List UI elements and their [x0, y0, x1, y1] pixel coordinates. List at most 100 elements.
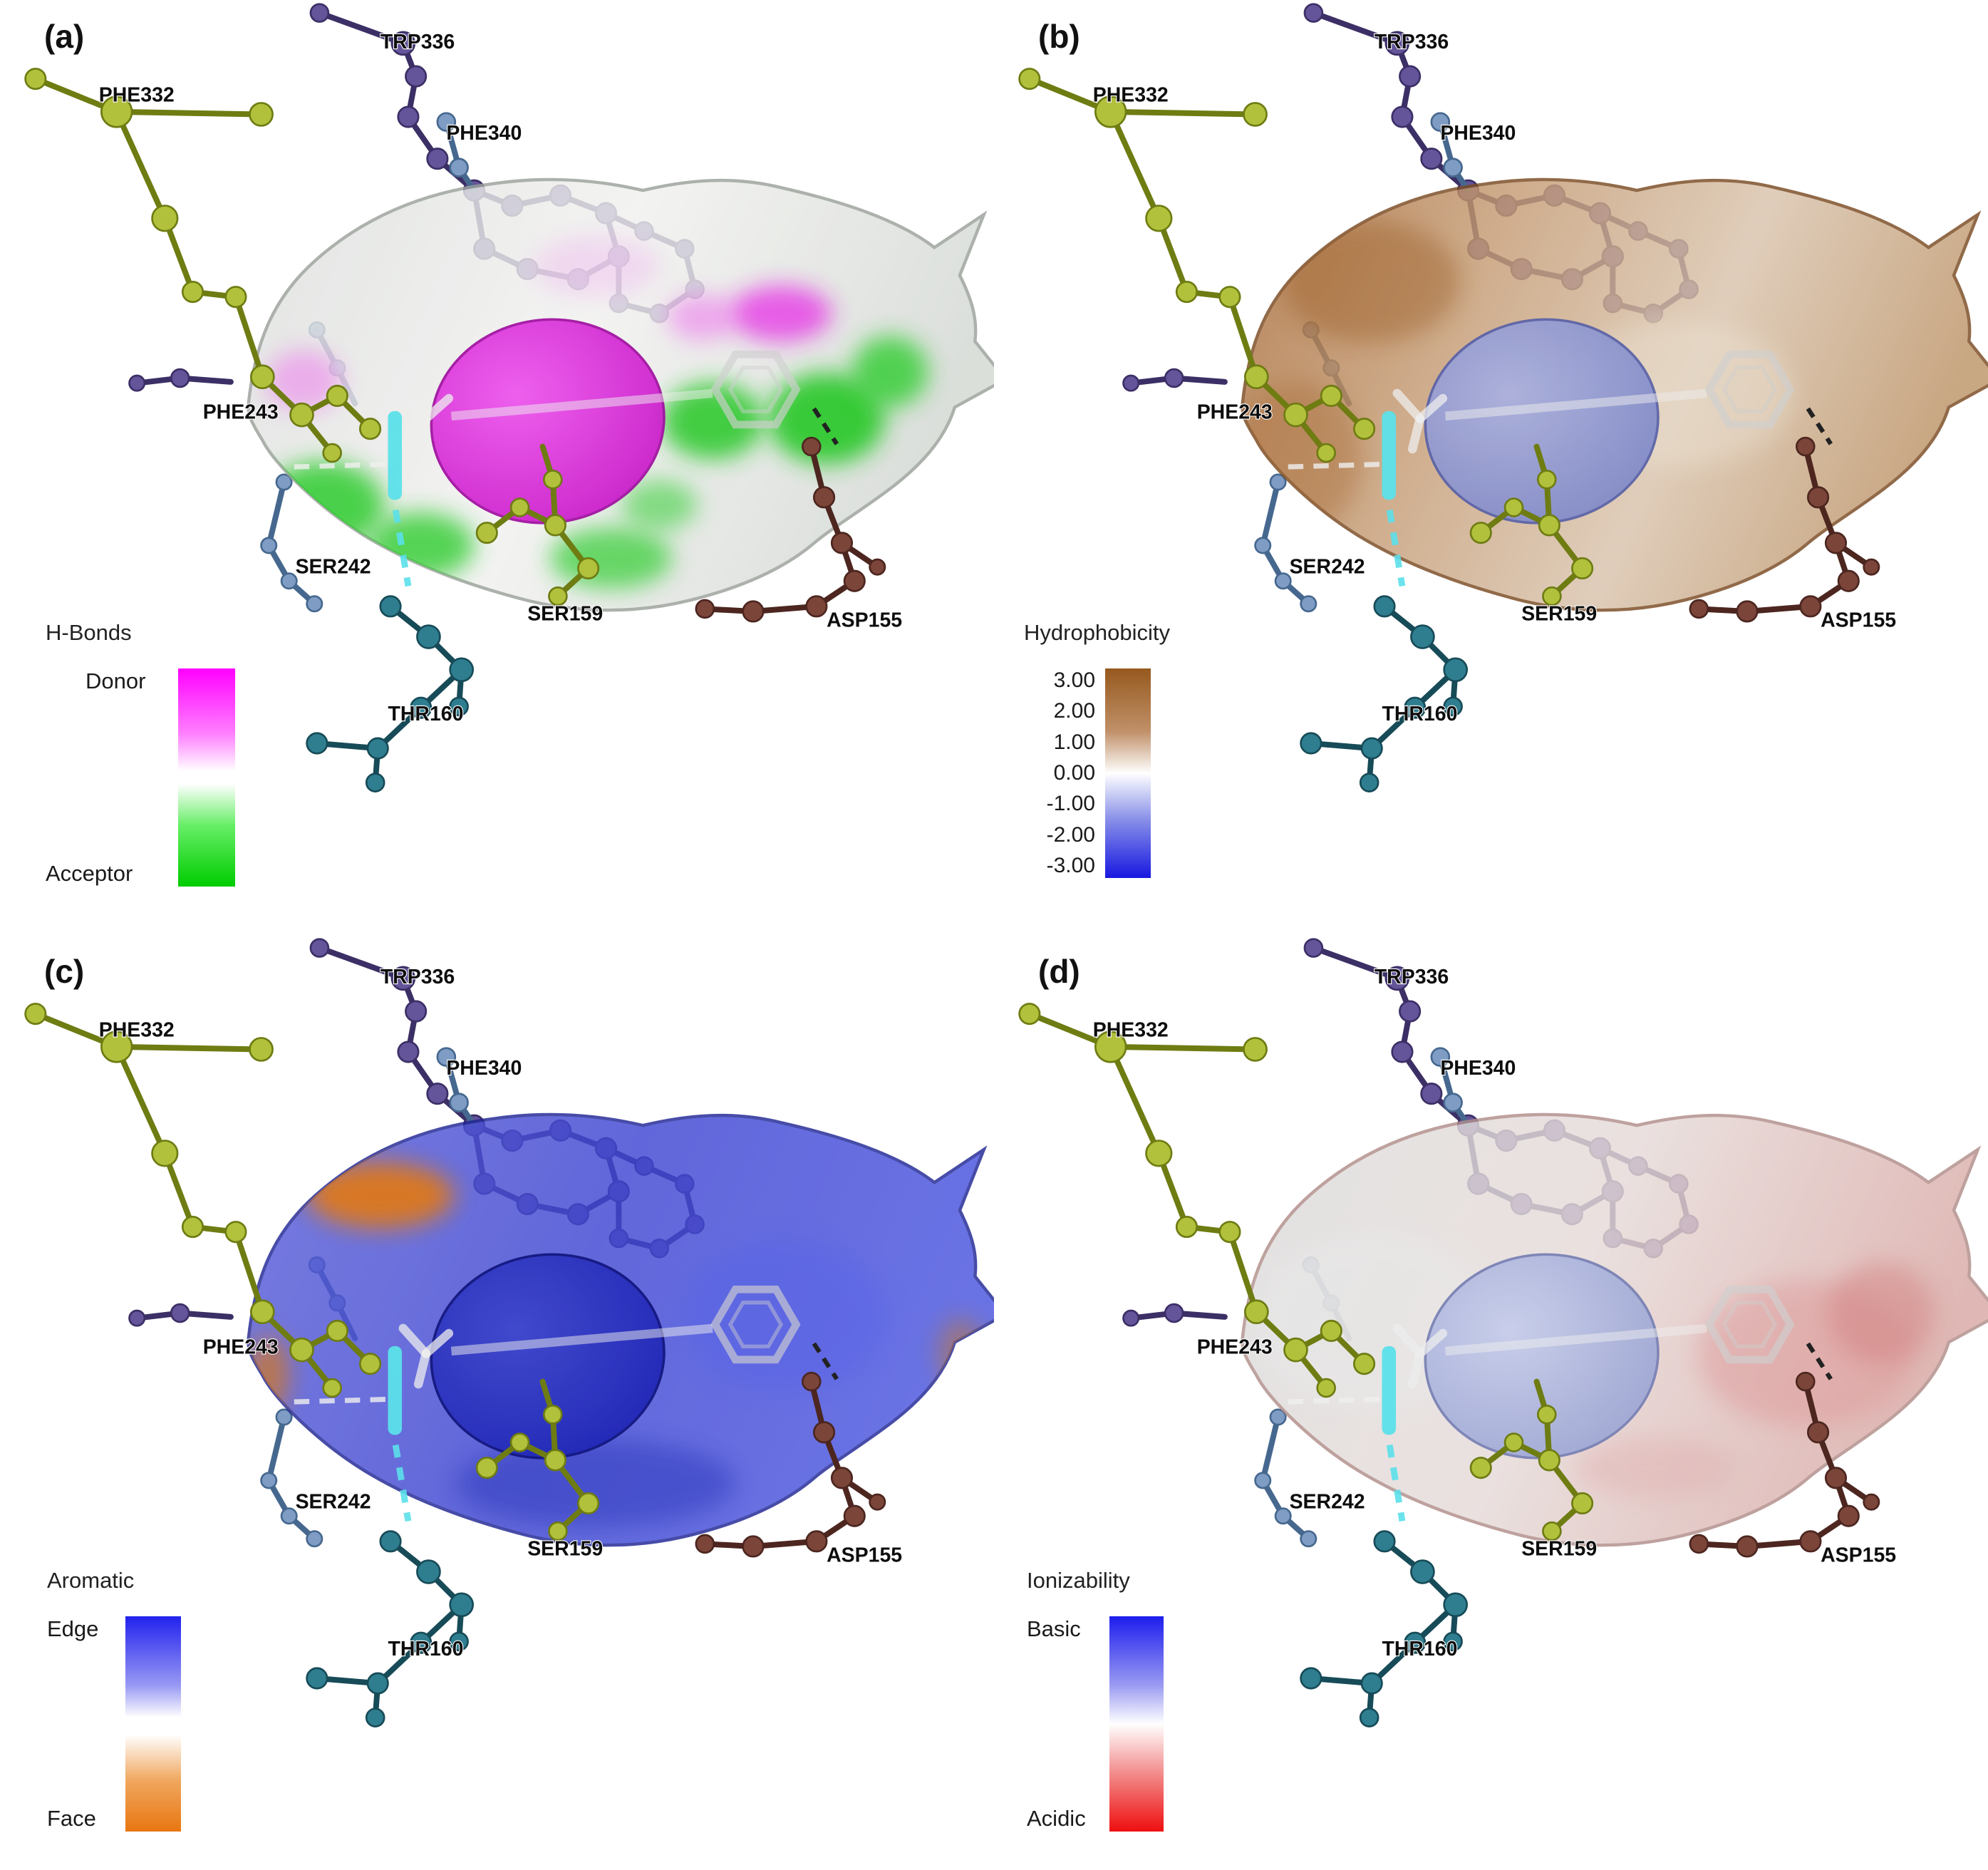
chains-in-front: [1018, 1003, 1880, 1727]
atom-ball: [390, 31, 416, 56]
phe332-olive-chain: [1018, 68, 1594, 606]
residue-label: PHE243: [1197, 401, 1273, 423]
legend-labels: Basic Acidic: [1027, 1616, 1109, 1832]
atom-ball: [1018, 1003, 1041, 1026]
atom-ball: [1254, 1472, 1272, 1489]
chains-in-front: [24, 1003, 886, 1727]
atom-ball: [309, 938, 330, 958]
residue-label: PHE243: [203, 1336, 279, 1358]
thr160-teal-chain: [1300, 595, 1469, 792]
bond: [1260, 479, 1281, 549]
atom-ball: [1799, 595, 1822, 618]
ligand-bond: [413, 1349, 431, 1389]
atom-ball: [280, 572, 298, 590]
bond: [1260, 1414, 1281, 1484]
phe332-olive-chain: [1018, 1003, 1594, 1541]
atom-ball: [695, 1534, 715, 1554]
phenyl-ring-inner: [1722, 366, 1778, 414]
cyan-stick: [1382, 1345, 1397, 1435]
panel-label-a: (a): [44, 18, 85, 55]
atom-ball: [1269, 473, 1287, 491]
atom-ball: [577, 1492, 600, 1515]
hbond-dash-white: [294, 461, 386, 470]
ligand-bond: [413, 414, 431, 454]
atom-ball: [1164, 1303, 1184, 1323]
legend-tick: 3.00: [1053, 668, 1095, 692]
atom-ball: [1410, 1559, 1435, 1584]
residue-label: PHE340: [1440, 122, 1516, 145]
atom-ball: [1175, 280, 1199, 304]
atom-ball: [1430, 112, 1451, 132]
ligand-bond: [450, 1323, 713, 1356]
atom-ball: [1443, 157, 1463, 177]
legend-tick: 1.00: [1053, 730, 1095, 754]
surface-patch: [768, 373, 885, 465]
atom-ball: [509, 1432, 530, 1452]
hbond-dash-white: [1288, 461, 1380, 470]
residue-label: PHE332: [1093, 1019, 1169, 1042]
atom-ball: [1320, 384, 1342, 408]
atom-ball: [1360, 737, 1383, 760]
atom-ball: [1274, 572, 1292, 590]
atom-ball: [1404, 696, 1427, 719]
residue-label: SER242: [296, 1491, 371, 1514]
atom-ball: [1269, 1408, 1287, 1426]
bond: [113, 108, 168, 222]
atom-ball: [128, 1309, 146, 1327]
residue-label: PHE243: [1197, 1336, 1273, 1358]
atom-ball: [1537, 1405, 1557, 1425]
atom-ball: [869, 1493, 886, 1511]
panel-c: (c) TRP336 PHE332 PHE340 PHE243 SER242 SER159…: [0, 935, 994, 1870]
ligand-bond: [421, 1328, 454, 1358]
thr160-teal-chain: [306, 1530, 475, 1727]
atom-ball: [1243, 1299, 1269, 1325]
atom-ball: [1689, 599, 1709, 619]
atom-ball: [843, 1504, 866, 1527]
surface-patch: [1828, 1262, 1935, 1364]
atom-ball: [1122, 1309, 1140, 1327]
phe340-blue-chain: [260, 1047, 477, 1548]
thr160-teal-chain: [306, 595, 475, 792]
atom-ball: [410, 696, 433, 719]
legend-top-label: Donor: [86, 668, 146, 693]
bond: [1107, 108, 1162, 222]
contact-dash: [1806, 1342, 1833, 1380]
atom-ball: [449, 1092, 469, 1112]
atom-ball: [1373, 595, 1396, 618]
atom-ball: [1145, 205, 1173, 232]
atom-ball: [1145, 1140, 1173, 1167]
atom-ball: [151, 1140, 179, 1167]
atom-ball: [426, 148, 449, 170]
surface-patch: [621, 479, 698, 531]
bond: [316, 945, 406, 981]
atom-ball: [449, 1592, 475, 1618]
legend-ionizability: Ionizability Basic Acidic: [1027, 1568, 1164, 1832]
atom-ball: [449, 1631, 469, 1652]
ligand: [294, 1285, 839, 1522]
residue-label: PHE332: [99, 84, 175, 107]
surface-patch: [1574, 1437, 1732, 1499]
ligand-bond: [1415, 393, 1448, 423]
atom-ball: [365, 1708, 385, 1727]
atom-ball: [1254, 537, 1272, 554]
atom-ball: [1837, 569, 1860, 592]
residue-label: SER159: [1521, 602, 1597, 625]
atom-ball: [812, 486, 836, 509]
atom-ball: [1122, 374, 1140, 392]
atom-ball: [1689, 1534, 1709, 1554]
asp155-brown-chain: [695, 1371, 886, 1558]
legend-title: H-Bonds: [46, 620, 132, 645]
atom-ball: [742, 600, 765, 623]
phenyl-ring: [710, 1285, 801, 1364]
atom-ball: [1243, 364, 1269, 390]
atom-ball: [390, 966, 416, 991]
atom-ball: [224, 1221, 247, 1244]
atom-ball: [577, 557, 600, 580]
panel-a: (a) TRP336 PHE332 PHE340 PHE243 SER242 SER159…: [0, 0, 994, 935]
atom-ball: [1320, 1319, 1342, 1343]
atom-ball: [1736, 1535, 1759, 1558]
surface-patch: [532, 236, 660, 297]
bond: [266, 1414, 287, 1484]
atom-ball: [224, 286, 247, 309]
